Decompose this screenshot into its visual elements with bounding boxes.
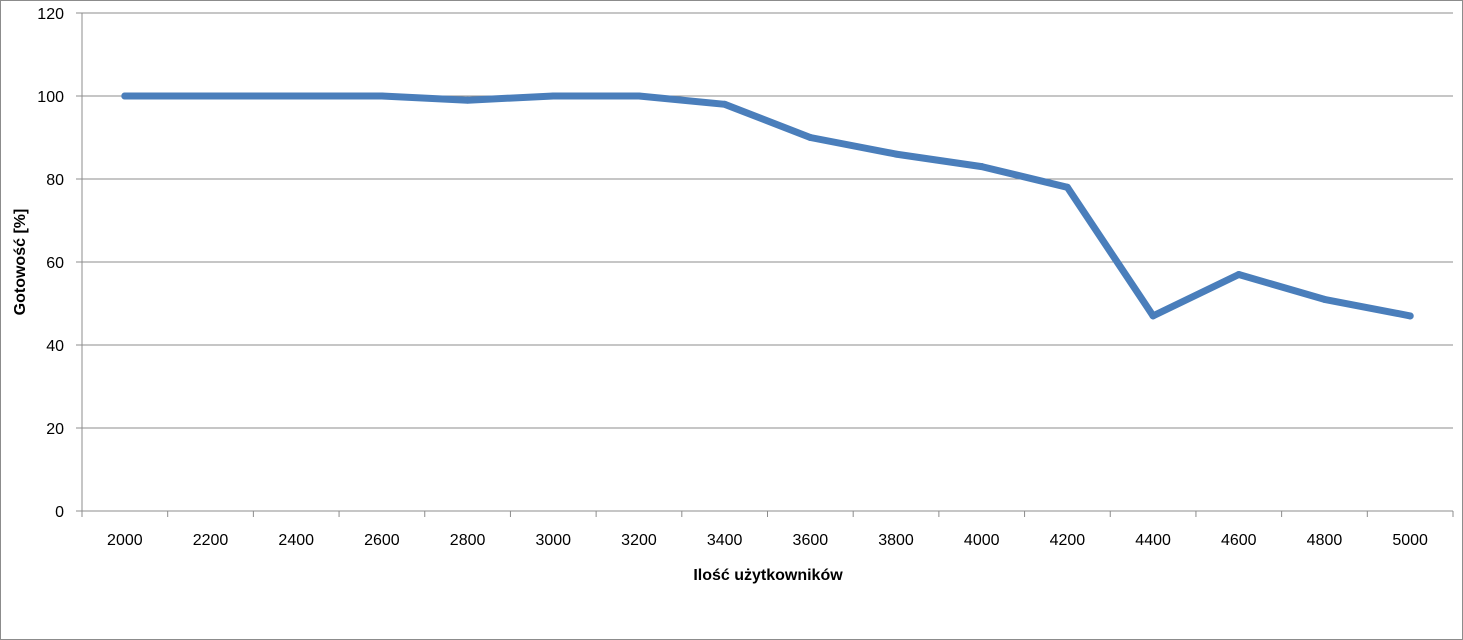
x-tick-label: 2600	[364, 532, 400, 549]
x-tick-labels: 2000 2200 2400 2600 2800 3000 3200 3400 3600 3800…	[107, 532, 1428, 549]
data-point	[1406, 312, 1414, 320]
data-point	[378, 92, 386, 100]
series-line-0	[121, 92, 1414, 320]
y-tick-label: 100	[37, 89, 64, 106]
data-point	[721, 100, 729, 108]
data-point	[121, 92, 129, 100]
data-point	[549, 92, 557, 100]
y-tick-label: 20	[46, 421, 64, 438]
y-tick-labels: 0 20 40 60 80 100 120	[37, 6, 64, 521]
x-tick-label: 4400	[1135, 532, 1171, 549]
data-point	[1320, 295, 1328, 303]
x-axis-title: Ilość użytkowników	[693, 567, 843, 584]
data-point	[292, 92, 300, 100]
data-point	[978, 163, 986, 171]
y-tick-label: 120	[37, 6, 64, 23]
x-tick-label: 3000	[535, 532, 571, 549]
x-tick-label: 5000	[1392, 532, 1428, 549]
data-point	[635, 92, 643, 100]
x-tick-label: 2200	[193, 532, 229, 549]
x-tick-label: 4200	[1050, 532, 1086, 549]
y-tick-label: 0	[55, 504, 64, 521]
x-tick-label: 3600	[793, 532, 829, 549]
axes	[76, 12, 1454, 517]
x-tick-label: 2000	[107, 532, 143, 549]
data-point	[464, 96, 472, 104]
x-tick-label: 3400	[707, 532, 743, 549]
y-tick-label: 80	[46, 172, 64, 189]
data-point	[892, 150, 900, 158]
x-tick-label: 2400	[278, 532, 314, 549]
x-tick-label: 3200	[621, 532, 657, 549]
y-tick-label: 40	[46, 338, 64, 355]
data-point	[1063, 183, 1071, 191]
gridlines	[82, 12, 1453, 429]
series-layer	[121, 92, 1414, 320]
y-axis-title: Gotowość [%]	[12, 209, 29, 316]
data-point	[207, 92, 215, 100]
x-tick-label: 4600	[1221, 532, 1257, 549]
y-tick-label: 60	[46, 255, 64, 272]
x-tick-label: 4800	[1307, 532, 1343, 549]
data-point	[1149, 312, 1157, 320]
x-tick-label: 4000	[964, 532, 1000, 549]
data-point	[806, 134, 814, 141]
x-tick-label: 2800	[450, 532, 486, 549]
x-tick-label: 3800	[878, 532, 914, 549]
data-point	[1235, 270, 1243, 278]
